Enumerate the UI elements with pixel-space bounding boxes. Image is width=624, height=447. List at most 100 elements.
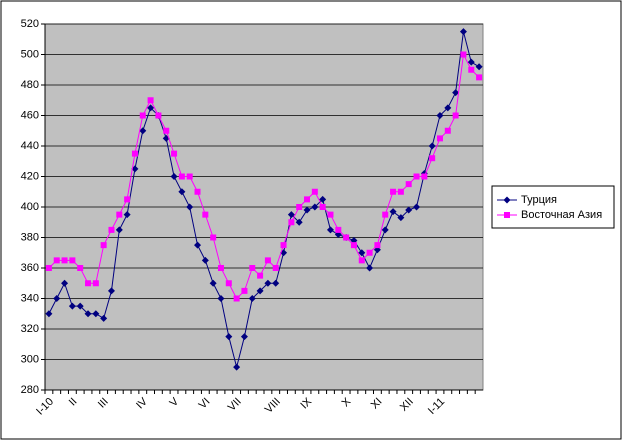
marker: [61, 279, 69, 287]
marker: [326, 226, 334, 234]
marker: [115, 226, 123, 234]
marker: [92, 310, 100, 318]
marker: [163, 127, 170, 134]
marker: [436, 135, 443, 142]
y-tick-label: 340: [21, 292, 39, 304]
legend-marker: [503, 196, 511, 204]
marker: [257, 272, 264, 279]
marker: [53, 295, 61, 302]
marker: [429, 155, 436, 162]
legend-marker: [504, 212, 510, 218]
marker: [397, 188, 404, 195]
marker: [444, 104, 452, 112]
marker: [124, 196, 131, 203]
marker: [436, 112, 444, 119]
marker: [295, 218, 303, 226]
marker: [343, 234, 350, 241]
marker: [374, 242, 381, 249]
marker: [304, 196, 311, 203]
marker: [421, 173, 428, 180]
marker: [68, 302, 76, 310]
marker: [92, 280, 99, 287]
legend-label: Восточная Азия: [521, 209, 602, 221]
marker: [288, 219, 295, 226]
marker: [131, 150, 138, 157]
marker: [390, 188, 397, 195]
marker: [452, 112, 459, 119]
marker: [444, 127, 451, 134]
y-tick-label: 360: [21, 262, 39, 274]
marker: [358, 249, 366, 257]
marker: [147, 104, 155, 112]
marker: [69, 257, 76, 264]
marker: [319, 204, 326, 210]
marker: [413, 203, 421, 211]
marker: [280, 242, 287, 249]
marker: [233, 295, 240, 302]
marker: [327, 211, 334, 218]
marker: [452, 89, 460, 97]
marker: [256, 287, 264, 295]
marker: [123, 211, 131, 219]
marker: [225, 333, 233, 341]
marker: [76, 302, 84, 310]
marker: [139, 127, 147, 135]
marker: [460, 51, 467, 58]
marker: [382, 211, 389, 218]
marker: [178, 173, 185, 180]
marker: [467, 58, 475, 66]
marker: [85, 280, 92, 287]
y-tick-label: 300: [21, 353, 39, 365]
marker: [272, 265, 279, 271]
marker: [335, 226, 342, 233]
y-tick-label: 400: [21, 201, 39, 213]
y-tick-label: 320: [21, 323, 39, 335]
legend-label: Турция: [521, 194, 557, 206]
marker: [77, 265, 84, 271]
marker: [350, 242, 357, 249]
marker: [217, 295, 225, 302]
marker: [84, 310, 92, 318]
y-tick-label: 520: [21, 18, 39, 30]
marker: [45, 310, 53, 318]
marker: [178, 188, 186, 196]
marker: [202, 211, 209, 218]
marker: [61, 257, 68, 264]
marker: [468, 66, 475, 73]
y-tick-label: 280: [21, 384, 39, 396]
marker: [131, 165, 139, 173]
marker: [272, 279, 280, 287]
marker: [459, 28, 467, 36]
marker: [225, 280, 232, 287]
marker: [241, 287, 248, 294]
marker: [405, 206, 413, 214]
y-tick-label: 380: [21, 231, 39, 243]
marker: [319, 195, 327, 203]
marker: [201, 256, 209, 264]
marker: [139, 112, 146, 119]
marker: [209, 279, 217, 287]
marker: [287, 211, 295, 219]
marker: [389, 208, 397, 216]
marker: [311, 203, 319, 211]
marker: [366, 264, 374, 272]
marker: [264, 257, 271, 264]
marker: [303, 206, 311, 214]
marker: [53, 257, 60, 264]
marker: [476, 74, 483, 81]
marker: [296, 204, 303, 210]
legend: [491, 185, 615, 229]
marker: [397, 214, 405, 222]
marker: [210, 234, 217, 241]
marker: [100, 314, 108, 322]
marker: [428, 142, 436, 150]
marker: [366, 249, 373, 256]
marker: [311, 188, 318, 195]
marker: [147, 97, 154, 104]
marker: [155, 112, 162, 119]
y-tick-label: 500: [21, 48, 39, 60]
y-tick-label: 420: [21, 170, 39, 182]
marker: [264, 279, 272, 287]
marker: [171, 150, 178, 157]
